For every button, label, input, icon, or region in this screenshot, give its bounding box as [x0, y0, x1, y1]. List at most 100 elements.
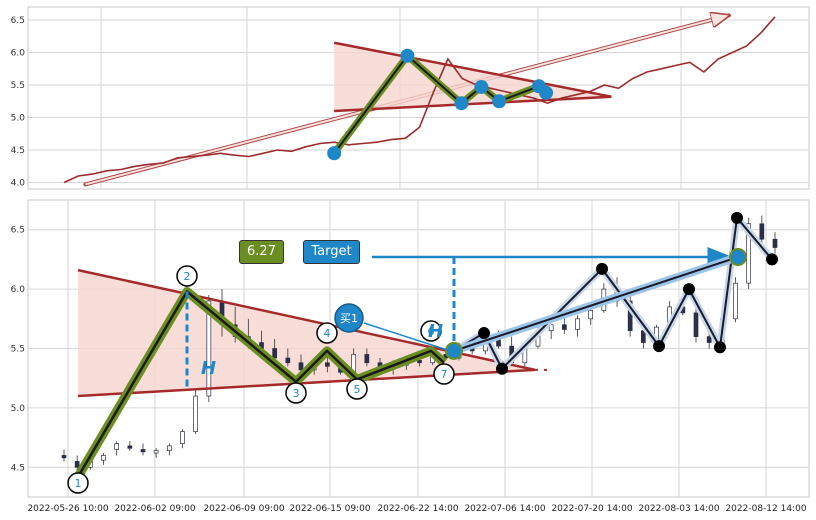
bottom-triangle-lower	[77, 368, 536, 398]
pattern-point-marker	[420, 320, 442, 342]
candle-body	[561, 324, 567, 330]
bottom-ytick-label: 5.5	[11, 345, 25, 355]
pattern-point-number: 3	[293, 387, 300, 400]
top-pattern-point	[327, 146, 342, 161]
candle-body	[180, 431, 185, 444]
candle-body	[193, 395, 199, 433]
candle-body	[153, 450, 159, 454]
candle-body	[285, 357, 291, 364]
candle-body	[575, 318, 580, 330]
candle	[193, 390, 199, 435]
pattern-point-marker	[433, 363, 455, 385]
candle-body	[693, 312, 699, 337]
breakout-point	[496, 362, 508, 375]
breakout-point	[478, 327, 490, 340]
candle-body	[127, 445, 133, 449]
top-pattern-point	[492, 94, 507, 109]
candle	[153, 448, 159, 458]
pattern-point-marker	[346, 378, 368, 400]
candle-body	[140, 449, 146, 453]
candle-body	[772, 238, 778, 248]
candle-body	[548, 324, 554, 332]
buy-callout-circle	[334, 303, 364, 333]
candle	[759, 215, 765, 244]
candle-body	[746, 223, 752, 284]
top-ytick-label: 5.0	[11, 114, 26, 124]
candle-body	[61, 455, 67, 459]
candle	[285, 348, 291, 367]
candle-body	[627, 300, 633, 332]
bottom-xtick-label: 2022-06-15 09:00	[289, 504, 370, 514]
pattern-point-number: 7	[441, 368, 448, 381]
top-ytick-label: 4.0	[11, 179, 26, 189]
target-label-box: Target	[303, 240, 360, 264]
candle	[364, 348, 370, 367]
breakout-point	[766, 253, 778, 266]
bottom-ytick-label: 4.5	[11, 463, 25, 473]
pattern-point-number: 4	[324, 327, 331, 340]
candle	[575, 315, 580, 337]
top-ytick-label: 4.5	[11, 146, 25, 156]
top-pattern-point	[400, 48, 415, 63]
pattern-point-number: 5	[354, 383, 361, 396]
candle	[114, 441, 120, 456]
pattern-point-number: 1	[75, 477, 82, 490]
pattern-point-number: 2	[184, 270, 191, 283]
breakout-point	[714, 341, 726, 354]
h-label-right: H	[428, 321, 444, 342]
pattern-point-marker	[316, 322, 338, 344]
buy-point	[445, 341, 463, 360]
bottom-ytick-label: 6.5	[11, 226, 25, 236]
projection-line	[453, 256, 739, 352]
candle-body	[166, 445, 172, 452]
candle	[733, 277, 738, 323]
breakout-point	[596, 262, 608, 275]
pattern-point-marker	[176, 265, 198, 287]
candle-body	[74, 461, 80, 468]
bottom-xtick-label: 2022-06-09 09:00	[203, 504, 284, 514]
bottom-xtick-label: 2022-06-02 09:00	[114, 504, 195, 514]
candle	[101, 453, 106, 465]
candle-body	[298, 362, 304, 371]
candle-body	[114, 443, 120, 450]
top-pattern-point	[539, 85, 554, 100]
pattern-point-marker	[67, 472, 89, 494]
candle-body	[706, 336, 712, 343]
candle-body	[733, 282, 738, 320]
top-ytick-label: 6.0	[11, 49, 26, 59]
pattern-point-marker	[285, 382, 307, 404]
bottom-xtick-label: 2022-08-03 14:00	[638, 504, 719, 514]
candle	[140, 443, 146, 456]
candle-body	[324, 362, 330, 367]
buy-callout-line	[363, 322, 451, 352]
bottom-xtick-label: 2022-06-22 14:00	[377, 504, 458, 514]
candle-body	[759, 223, 765, 240]
target-point	[729, 248, 747, 267]
candle-body	[417, 360, 422, 364]
bottom-xtick-label: 2022-08-12 14:00	[725, 504, 806, 514]
candle	[772, 232, 778, 254]
pattern-point-number: 6	[428, 325, 435, 338]
candle-body	[364, 354, 370, 364]
top-triangle-lower	[334, 95, 612, 113]
bottom-xtick-label: 2022-07-06 14:00	[464, 504, 545, 514]
top-triangle-upper	[333, 41, 612, 98]
top-ytick-label: 6.5	[11, 16, 25, 26]
buy-callout-label: 买1	[340, 312, 358, 325]
bottom-xtick-label: 2022-05-26 10:00	[27, 504, 108, 514]
h-label-left: H	[201, 358, 217, 379]
candle-body	[272, 348, 278, 359]
bottom-ytick-label: 6.0	[11, 285, 26, 295]
bottom-ytick-label: 5.0	[11, 404, 26, 414]
top-pattern-point	[474, 79, 489, 94]
top-pattern-point	[454, 96, 469, 111]
candle	[272, 338, 278, 361]
price-label-box: 6.27	[239, 240, 284, 264]
candle	[166, 443, 172, 456]
breakout-point	[683, 283, 695, 296]
candle	[324, 354, 330, 373]
candle	[127, 441, 133, 451]
top-ytick-label: 5.5	[11, 81, 25, 91]
breakout-point	[731, 211, 743, 224]
